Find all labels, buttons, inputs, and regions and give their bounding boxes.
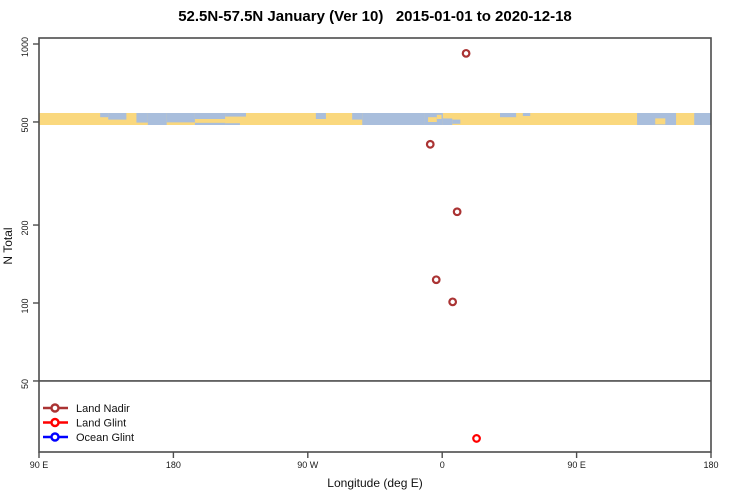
legend-marker [50, 432, 60, 442]
chart-title: 52.5N-57.5N January (Ver 10) 2015-01-01 … [178, 8, 572, 25]
map-band-ocean-segment [136, 113, 148, 123]
map-band-ocean-segment [442, 118, 453, 125]
x-axis-title: Longitude (deg E) [327, 476, 423, 490]
x-tick-label: 90 E [567, 460, 586, 470]
map-band-ocean-segment [225, 113, 246, 117]
legend-label: Land Glint [76, 418, 126, 430]
map-band-ocean-segment [194, 113, 226, 119]
map-band-ocean-segment [522, 113, 531, 116]
data-point-land-glint [472, 434, 481, 443]
map-band-ocean-segment [100, 113, 109, 118]
y-tick-label: 200 [20, 221, 30, 236]
x-tick-label: 180 [703, 460, 718, 470]
legend-label: Land Nadir [76, 403, 130, 415]
data-point-land-nadir [461, 48, 471, 58]
map-band-land-segment [655, 118, 666, 125]
map-band-ocean-segment [147, 113, 167, 125]
map-band-ocean-segment [694, 113, 711, 125]
map-band-ocean-segment [452, 119, 461, 124]
y-tick-label: 50 [20, 379, 30, 389]
data-point-land-nadir [448, 297, 458, 307]
x-tick-label: 90 W [297, 460, 319, 470]
map-band-land-segment [428, 117, 437, 122]
y-tick-label: 500 [20, 117, 30, 132]
plot-frame [38, 37, 712, 453]
x-tick-label: 0 [440, 460, 445, 470]
x-tick-label: 90 E [30, 460, 49, 470]
map-band-land-segment [444, 113, 453, 119]
map-band-ocean-segment [315, 113, 326, 119]
map-band-ocean-segment [225, 123, 240, 125]
legend-label: Ocean Glint [76, 432, 134, 444]
map-band-land-segment [436, 114, 442, 119]
legend-marker [50, 403, 60, 413]
data-point-land-nadir [431, 275, 441, 285]
y-tick-label: 100 [20, 298, 30, 313]
data-point-land-nadir [425, 139, 435, 149]
map-band-ocean-segment [108, 113, 127, 120]
map-band-ocean-segment [194, 122, 226, 125]
map-band-ocean-segment [166, 113, 195, 123]
map-band-ocean-segment [362, 113, 425, 125]
y-tick-label: 1000 [20, 37, 30, 57]
legend-marker [50, 417, 60, 428]
x-tick-label: 180 [166, 460, 181, 470]
data-point-land-nadir [452, 207, 462, 217]
map-band-ocean-segment [352, 113, 363, 120]
map-band-ocean-segment [499, 113, 517, 118]
